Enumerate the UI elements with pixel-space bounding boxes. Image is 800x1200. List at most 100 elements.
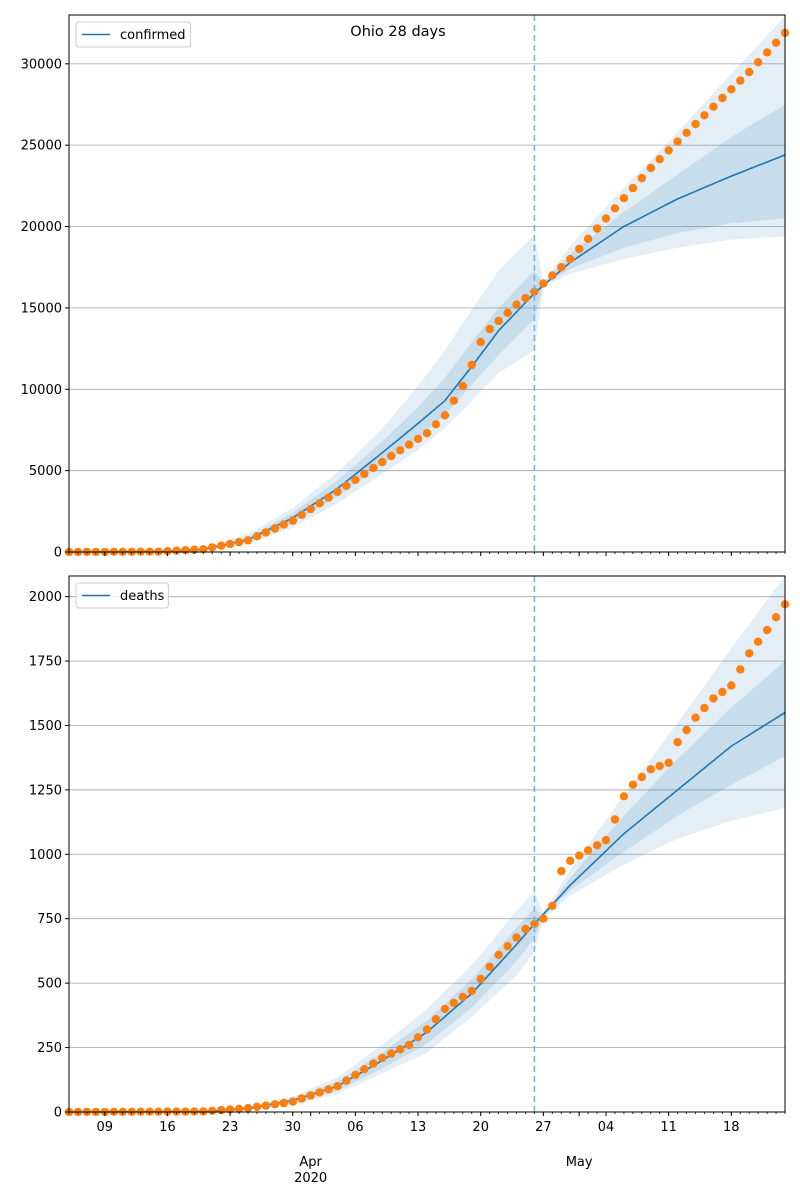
legend-box <box>75 582 169 609</box>
observed-point <box>485 962 494 971</box>
x-month-label: May <box>566 1155 593 1170</box>
observed-point <box>583 846 593 855</box>
observed-point <box>360 1065 369 1074</box>
observed-point <box>557 866 566 876</box>
observed-point <box>387 1049 396 1058</box>
y-tick-label: 1000 <box>29 848 62 863</box>
x-tick-label: 18 <box>723 1120 740 1135</box>
observed-point <box>771 613 781 622</box>
observed-point <box>548 901 557 910</box>
observed-point <box>566 856 575 865</box>
observed-point <box>270 524 280 533</box>
observed-point <box>691 713 700 722</box>
x-tick-label: 27 <box>535 1120 552 1135</box>
observed-point <box>637 173 646 183</box>
observed-point <box>476 974 485 984</box>
observed-point <box>682 725 691 735</box>
observed-point <box>745 67 754 77</box>
observed-point <box>512 300 521 309</box>
observed-point <box>396 1045 405 1054</box>
observed-point <box>449 396 458 405</box>
confirmed-panel: 0 5000 10000 15000 20000 25000 30000 confirmed <box>21 14 790 561</box>
x-tick-label: 06 <box>347 1120 364 1135</box>
observed-point <box>243 536 253 545</box>
observed-point <box>512 933 521 942</box>
observed-point <box>369 1059 378 1068</box>
observed-point <box>637 772 646 782</box>
observed-point <box>753 637 763 646</box>
observed-point <box>736 665 745 674</box>
observed-point <box>449 998 458 1008</box>
observed-point <box>548 271 557 280</box>
observed-point <box>324 493 333 502</box>
y-tick-label: 1500 <box>29 719 62 734</box>
observed-point <box>575 851 584 860</box>
observed-point <box>646 765 655 774</box>
observed-point <box>494 316 503 326</box>
observed-point <box>342 481 351 490</box>
observed-point <box>771 38 781 47</box>
y-tick-label: 250 <box>37 1041 62 1056</box>
observed-point <box>369 463 378 473</box>
observed-point <box>440 411 450 420</box>
observed-point <box>396 446 405 455</box>
observed-point <box>458 992 467 1002</box>
observed-point <box>610 815 620 824</box>
observed-point <box>727 85 736 94</box>
y-tick-label: 750 <box>37 912 62 927</box>
observed-point <box>279 520 288 529</box>
observed-point <box>315 1088 324 1097</box>
y-tick-label: 1250 <box>29 783 62 798</box>
x-tick-label: 30 <box>284 1120 301 1135</box>
observed-point <box>673 137 682 146</box>
y-tick-label: 15000 <box>21 301 62 316</box>
x-year-label: 2020 <box>294 1171 327 1186</box>
y-tick-label: 10000 <box>21 383 62 398</box>
observed-point <box>709 102 718 111</box>
observed-point <box>378 457 387 467</box>
observed-point <box>467 986 476 996</box>
observed-point <box>306 504 315 514</box>
x-tick-label: 04 <box>598 1120 615 1135</box>
observed-point <box>225 539 235 549</box>
observed-point <box>288 1097 297 1106</box>
credible-band-outer <box>69 576 785 1112</box>
observed-point <box>610 204 620 213</box>
observed-point <box>727 681 736 690</box>
observed-point <box>619 194 629 203</box>
observed-point <box>539 279 548 288</box>
observed-point <box>601 835 611 845</box>
observed-point <box>297 1094 306 1103</box>
observed-point <box>557 263 566 272</box>
observed-point <box>387 451 396 461</box>
legend-box <box>75 21 192 48</box>
observed-point <box>199 545 208 554</box>
legend-label: deaths <box>120 589 165 604</box>
observed-point <box>718 687 727 697</box>
deaths-panel: 0 250 500 750 1000 1250 1500 1750 2000 deaths <box>29 575 790 1121</box>
y-tick-label: 25000 <box>21 139 62 154</box>
observed-point <box>378 1053 387 1063</box>
observed-point <box>404 440 414 449</box>
observed-point <box>315 499 324 508</box>
observed-point <box>279 1098 288 1108</box>
observed-point <box>217 541 226 550</box>
y-tick-label: 1750 <box>29 655 62 670</box>
x-tick-label: 11 <box>660 1120 677 1135</box>
observed-point <box>736 76 745 85</box>
observed-point <box>234 537 244 547</box>
observed-point <box>566 254 575 264</box>
chart-title: Ohio 28 days <box>350 24 445 40</box>
observed-point <box>261 528 271 537</box>
observed-point <box>163 547 172 556</box>
y-tick-label: 0 <box>54 546 62 561</box>
observed-point <box>530 287 539 296</box>
observed-point <box>762 625 772 635</box>
x-tick-label: 09 <box>97 1120 114 1135</box>
observed-point <box>172 546 181 555</box>
observed-point <box>664 758 673 767</box>
y-tick-label: 5000 <box>29 464 62 479</box>
observed-point <box>700 111 709 120</box>
observed-point <box>351 1070 360 1080</box>
observed-point <box>333 487 342 496</box>
